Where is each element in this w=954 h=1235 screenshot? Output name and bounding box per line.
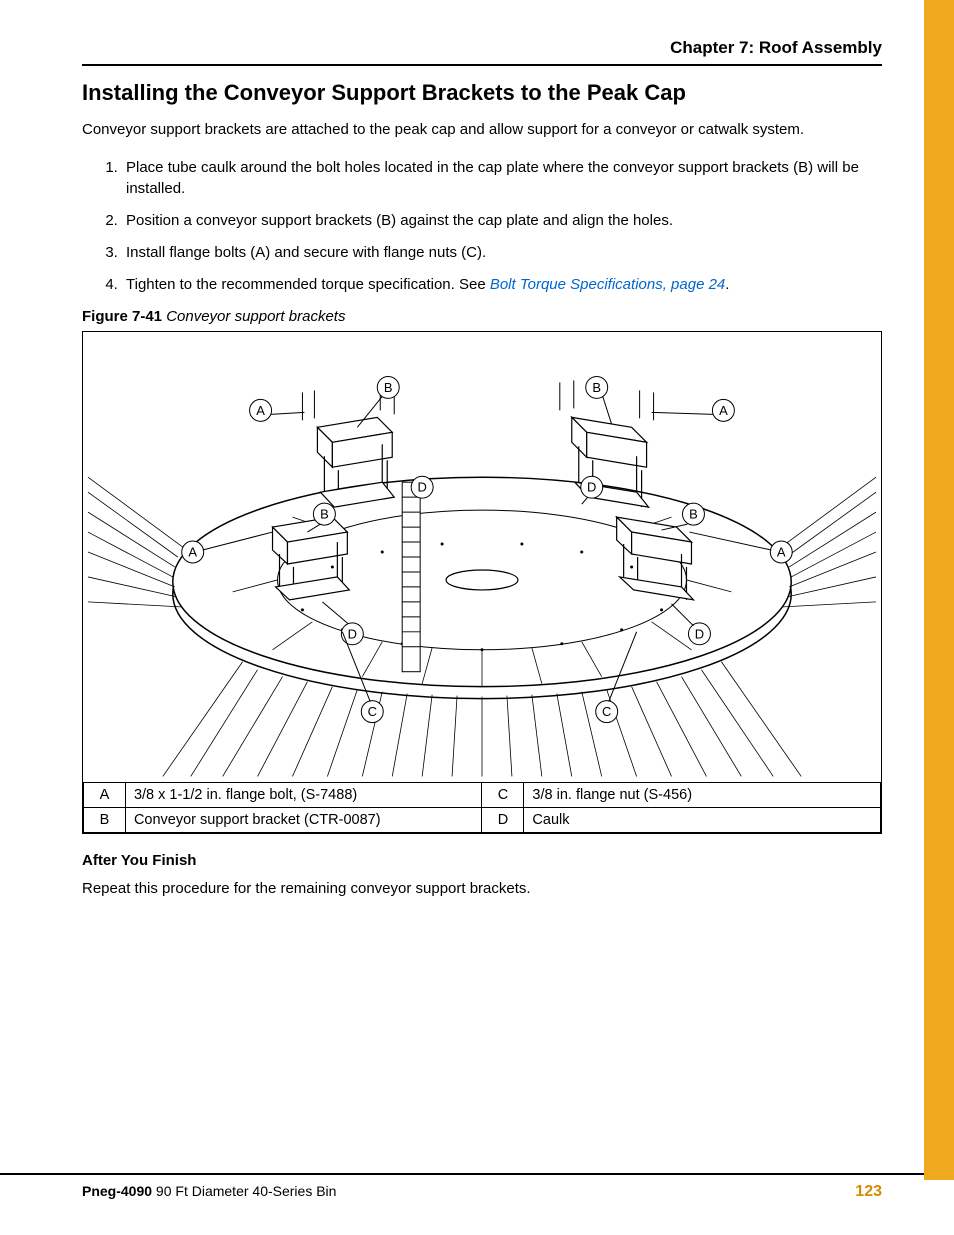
figure-title: Conveyor support brackets: [162, 308, 345, 325]
figure-box: A B A B B A B A: [82, 331, 882, 834]
after-finish-heading: After You Finish: [82, 852, 882, 869]
svg-text:D: D: [587, 479, 596, 494]
figure-legend: A 3/8 x 1-1/2 in. flange bolt, (S-7488) …: [83, 782, 881, 833]
accent-sidebar: [924, 0, 954, 1180]
page-footer: Pneg-4090 90 Ft Diameter 40-Series Bin 1…: [0, 1173, 924, 1201]
svg-text:A: A: [188, 544, 197, 559]
footer-page-number: 123: [855, 1183, 882, 1201]
step-1: Place tube caulk around the bolt holes l…: [122, 158, 882, 199]
legend-desc-b: Conveyor support bracket (CTR-0087): [125, 807, 482, 832]
legend-key-d: D: [482, 807, 524, 832]
intro-paragraph: Conveyor support brackets are attached t…: [82, 120, 882, 140]
svg-text:C: C: [368, 704, 377, 719]
svg-text:D: D: [348, 626, 357, 641]
after-finish-text: Repeat this procedure for the remaining …: [82, 879, 882, 899]
svg-text:D: D: [695, 626, 704, 641]
legend-key-c: C: [482, 782, 524, 807]
chapter-header: Chapter 7: Roof Assembly: [82, 38, 882, 66]
legend-key-a: A: [84, 782, 126, 807]
footer-doc-id: Pneg-4090: [82, 1183, 152, 1199]
svg-text:A: A: [719, 402, 728, 417]
footer-doc-title: 90 Ft Diameter 40-Series Bin: [152, 1183, 336, 1199]
step-4-post: .: [725, 276, 729, 293]
legend-desc-c: 3/8 in. flange nut (S-456): [524, 782, 881, 807]
legend-desc-d: Caulk: [524, 807, 881, 832]
svg-text:B: B: [592, 379, 601, 394]
step-4-pre: Tighten to the recommended torque specif…: [126, 276, 490, 293]
figure-caption: Figure 7-41 Conveyor support brackets: [82, 308, 882, 325]
torque-spec-link[interactable]: Bolt Torque Specifications, page 24: [490, 276, 725, 293]
section-title: Installing the Conveyor Support Brackets…: [82, 80, 882, 106]
svg-text:B: B: [384, 379, 393, 394]
step-4: Tighten to the recommended torque specif…: [122, 275, 882, 295]
legend-row: B Conveyor support bracket (CTR-0087) D …: [84, 807, 881, 832]
svg-text:C: C: [602, 704, 611, 719]
footer-doc: Pneg-4090 90 Ft Diameter 40-Series Bin: [82, 1183, 336, 1199]
legend-key-b: B: [84, 807, 126, 832]
step-3: Install flange bolts (A) and secure with…: [122, 243, 882, 263]
page-content: Chapter 7: Roof Assembly Installing the …: [0, 0, 924, 899]
svg-text:B: B: [320, 506, 329, 521]
steps-list: Place tube caulk around the bolt holes l…: [82, 158, 882, 295]
step-2: Position a conveyor support brackets (B)…: [122, 211, 882, 231]
legend-row: A 3/8 x 1-1/2 in. flange bolt, (S-7488) …: [84, 782, 881, 807]
figure-diagram: A B A B B A B A: [83, 332, 881, 782]
svg-text:A: A: [256, 402, 265, 417]
figure-number: Figure 7-41: [82, 308, 162, 325]
svg-text:D: D: [417, 479, 426, 494]
svg-text:B: B: [689, 506, 698, 521]
legend-desc-a: 3/8 x 1-1/2 in. flange bolt, (S-7488): [125, 782, 482, 807]
svg-text:A: A: [777, 544, 786, 559]
